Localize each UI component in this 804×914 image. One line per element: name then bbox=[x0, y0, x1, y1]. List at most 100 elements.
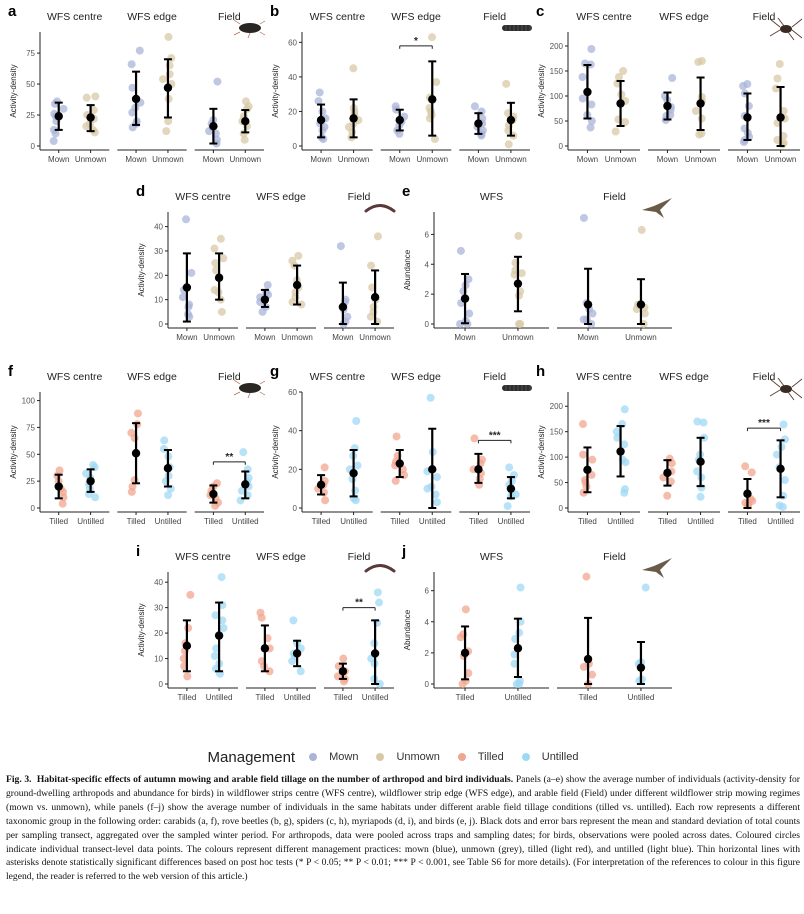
legend-item-mown: Mown bbox=[309, 751, 358, 763]
data-point bbox=[211, 611, 220, 620]
data-point bbox=[53, 97, 62, 106]
facet-title: WFS centre bbox=[175, 551, 231, 563]
panel-label: h bbox=[536, 363, 545, 380]
mean-point bbox=[743, 113, 752, 122]
beetle-leg bbox=[247, 392, 251, 399]
spider-leg bbox=[769, 18, 781, 28]
x-tick-label: Untilled bbox=[284, 693, 311, 702]
x-tick-label: Unmown bbox=[625, 333, 657, 342]
mean-point bbox=[513, 279, 523, 288]
facet-title: Field bbox=[753, 371, 776, 383]
data-point bbox=[470, 434, 479, 443]
data-point bbox=[352, 417, 361, 425]
data-point bbox=[621, 118, 630, 126]
data-point bbox=[693, 417, 702, 426]
data-point bbox=[375, 598, 384, 607]
data-point bbox=[773, 136, 782, 144]
data-point bbox=[392, 432, 401, 441]
x-tick-label: Unmown bbox=[502, 333, 534, 342]
data-point bbox=[82, 93, 91, 102]
mean-point bbox=[163, 83, 173, 92]
significance-label: *** bbox=[758, 418, 770, 429]
data-point bbox=[314, 97, 323, 106]
spider-leg bbox=[769, 378, 781, 388]
data-point bbox=[160, 436, 169, 445]
panel-e: e 0 2 4 6 Abundance WFS Mown Unmown Field Mown Unmo… bbox=[402, 183, 672, 342]
x-tick-label: Unmown bbox=[338, 155, 370, 164]
data-point bbox=[297, 300, 306, 309]
mean-point bbox=[349, 114, 358, 123]
y-axis-label: Activity-density bbox=[137, 603, 146, 656]
data-point bbox=[369, 302, 378, 311]
y-axis-label: Activity-density bbox=[137, 243, 146, 296]
x-tick-label: Tilled bbox=[255, 693, 274, 702]
x-tick-label: Mown bbox=[468, 155, 489, 164]
mean-point bbox=[292, 280, 302, 290]
data-point bbox=[212, 135, 221, 144]
data-point bbox=[219, 254, 228, 263]
y-tick-label: 75 bbox=[26, 49, 35, 58]
mean-point bbox=[636, 663, 646, 672]
data-point bbox=[579, 213, 588, 222]
beetle-leg bbox=[259, 20, 266, 25]
panel-label: i bbox=[136, 543, 140, 560]
facet-title: WFS edge bbox=[127, 371, 177, 383]
facet-title: Field bbox=[603, 551, 626, 563]
y-tick-label: 200 bbox=[550, 42, 564, 51]
y-axis-label: Activity-density bbox=[537, 425, 546, 478]
spider-leg bbox=[791, 378, 803, 388]
x-tick-label: Tilled bbox=[658, 517, 677, 526]
bird-icon bbox=[642, 558, 672, 578]
y-axis-label: Activity-density bbox=[271, 425, 280, 478]
y-tick-label: 20 bbox=[288, 107, 297, 116]
legend-label: Mown bbox=[329, 751, 359, 763]
data-point bbox=[456, 246, 465, 255]
mean-point bbox=[696, 457, 705, 466]
data-point bbox=[747, 468, 756, 477]
data-point bbox=[510, 659, 519, 668]
x-tick-label: Unmown bbox=[229, 155, 261, 164]
data-point bbox=[182, 215, 191, 224]
y-tick-label: 0 bbox=[31, 142, 36, 151]
y-tick-label: 50 bbox=[554, 479, 563, 488]
y-tick-label: 150 bbox=[550, 67, 564, 76]
data-point bbox=[184, 310, 193, 319]
data-point bbox=[343, 312, 352, 321]
facet-title: WFS centre bbox=[47, 371, 103, 383]
x-tick-label: Tilled bbox=[177, 693, 196, 702]
data-point bbox=[127, 60, 136, 69]
data-point bbox=[578, 94, 587, 103]
data-point bbox=[391, 102, 400, 111]
facet-title: WFS edge bbox=[391, 11, 441, 23]
x-tick-label: Untilled bbox=[232, 517, 259, 526]
figure-caption: Fig. 3. Habitat-specific effects of autu… bbox=[6, 773, 800, 884]
facet-title: Field bbox=[218, 371, 241, 383]
mean-point bbox=[583, 465, 592, 475]
y-tick-label: 30 bbox=[154, 247, 163, 256]
bird-body bbox=[642, 198, 672, 218]
data-point bbox=[582, 572, 591, 581]
y-tick-label: 50 bbox=[26, 80, 35, 89]
data-point bbox=[780, 476, 789, 485]
mean-point bbox=[636, 300, 646, 309]
legend-item-untilled: Untilled bbox=[521, 751, 578, 763]
figure-panels: a 0 25 50 75 Activity-density WFS centre Mown Un… bbox=[8, 3, 803, 702]
spider-leg bbox=[787, 391, 795, 401]
bird-icon bbox=[642, 198, 672, 218]
data-point bbox=[240, 135, 249, 144]
data-point bbox=[239, 129, 248, 138]
significance-label: *** bbox=[489, 430, 501, 441]
y-tick-label: 40 bbox=[154, 223, 163, 232]
mean-point bbox=[474, 465, 483, 474]
data-point bbox=[164, 491, 173, 500]
facet-title: Field bbox=[483, 11, 506, 23]
facet-title: WFS edge bbox=[127, 11, 177, 23]
data-point bbox=[159, 444, 168, 453]
significance-label: * bbox=[414, 36, 418, 47]
legend-label: Unmown bbox=[396, 751, 440, 763]
y-tick-label: 0 bbox=[425, 320, 430, 329]
x-tick-label: Untilled bbox=[206, 693, 233, 702]
data-point bbox=[772, 450, 781, 459]
x-tick-label: Untilled bbox=[419, 517, 446, 526]
y-tick-label: 25 bbox=[26, 477, 35, 486]
